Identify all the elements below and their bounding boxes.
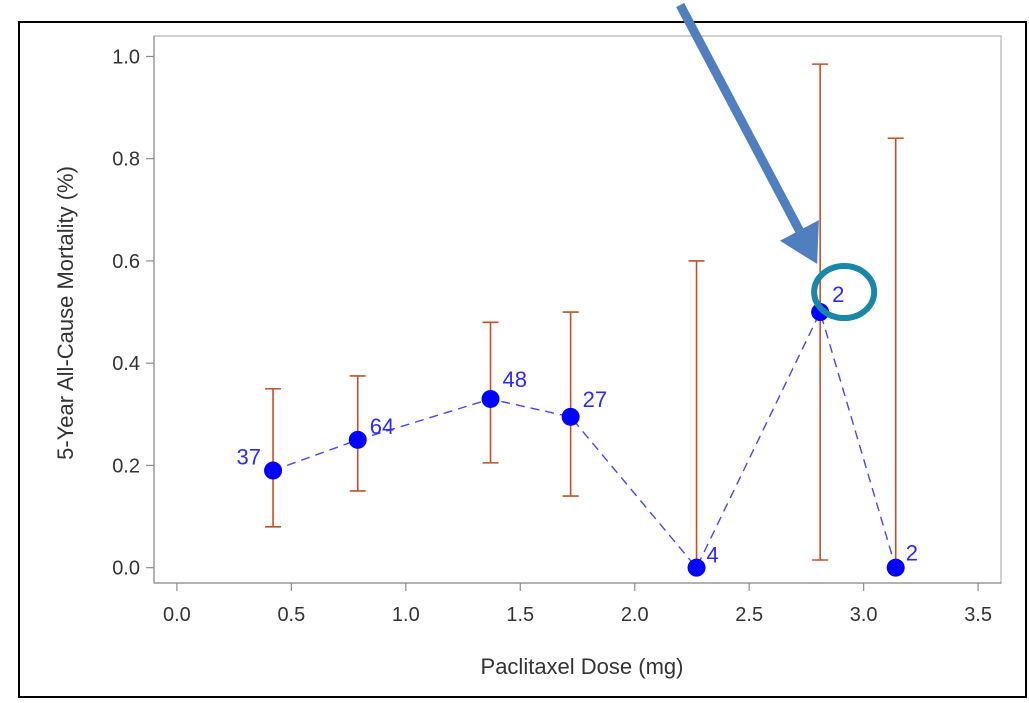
figure-border <box>18 21 1027 698</box>
data-labels: 37 64 48 27 4 2 2 <box>237 282 918 568</box>
error-bars <box>265 63 904 569</box>
x-tick-label: 0.0 <box>163 604 191 626</box>
data-point <box>481 389 500 408</box>
x-tick-label: 3.0 <box>850 604 878 626</box>
highlight-circle <box>811 263 878 322</box>
data-point <box>561 407 580 426</box>
y-tick-label: 0.8 <box>112 149 140 171</box>
arrow-head <box>779 220 819 265</box>
y-tick-label: 1.0 <box>112 46 140 68</box>
y-tick-label: 0.0 <box>112 558 140 580</box>
data-markers <box>264 303 905 577</box>
arrow-shaft <box>676 2 804 233</box>
x-tick-label: 2.0 <box>621 604 649 626</box>
x-tick-label: 1.5 <box>506 604 534 626</box>
data-point <box>348 430 367 449</box>
data-label: 27 <box>583 387 607 412</box>
data-point <box>811 303 830 322</box>
data-label: 37 <box>237 445 261 470</box>
y-tick-label: 0.2 <box>112 455 140 477</box>
y-tick-label: 0.4 <box>112 353 140 375</box>
data-label: 2 <box>832 282 844 307</box>
x-tick-label: 3.5 <box>964 604 992 626</box>
y-axis-title: 5-Year All-Cause Mortality (%) <box>53 166 78 460</box>
data-point <box>264 461 283 480</box>
data-label: 4 <box>707 543 719 568</box>
data-label: 64 <box>370 414 394 439</box>
y-axis: 0.0 0.2 0.4 0.6 0.8 1.0 <box>112 36 155 583</box>
data-point <box>687 558 706 577</box>
x-axis-title: Paclitaxel Dose (mg) <box>481 654 684 679</box>
data-point <box>886 558 905 577</box>
data-label: 48 <box>503 367 527 392</box>
x-ticks: 0.0 0.5 1.0 1.5 2.0 2.5 3.0 3.5 <box>163 583 992 626</box>
y-ticks: 0.0 0.2 0.4 0.6 0.8 1.0 <box>112 46 154 580</box>
y-tick-label: 0.6 <box>112 251 140 273</box>
x-tick-label: 1.0 <box>392 604 420 626</box>
data-label: 2 <box>906 541 918 566</box>
annotation <box>676 2 878 322</box>
plot-frame <box>153 35 1002 584</box>
x-tick-label: 2.5 <box>735 604 763 626</box>
x-axis: 0.0 0.5 1.0 1.5 2.0 2.5 3.0 3.5 <box>154 582 1001 626</box>
x-tick-label: 0.5 <box>277 604 305 626</box>
